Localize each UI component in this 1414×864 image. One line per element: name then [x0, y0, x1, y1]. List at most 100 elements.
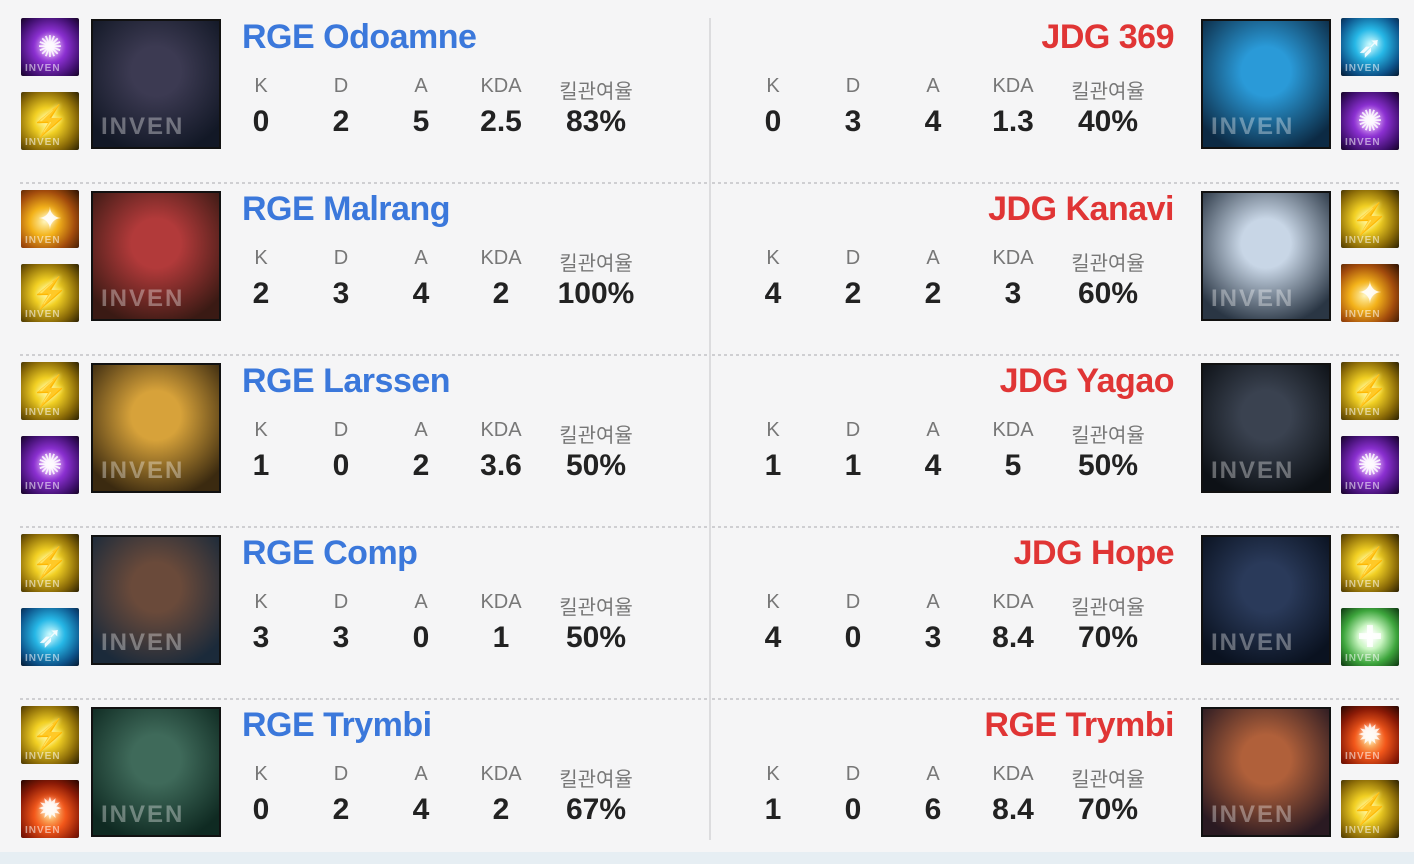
stat-value-k: 1 [252, 449, 270, 482]
champion-art [93, 709, 219, 835]
ignite-spell-icon: ✹ [21, 780, 79, 838]
stat-value-d: 3 [332, 277, 350, 310]
stat-label-kda: KDA [480, 419, 522, 441]
stat-label-a: A [414, 763, 428, 785]
stat-label-kp: 킬관여율 [1071, 253, 1145, 275]
stat-label-a: A [414, 75, 428, 97]
champion-art [93, 365, 219, 491]
teleport-glyph: ✺ [37, 448, 63, 482]
stat-label-d: D [845, 75, 861, 97]
stat-value-a: 4 [924, 105, 942, 138]
champion-portrait [1201, 191, 1331, 321]
player-name: RGE Comp [242, 534, 418, 572]
heal-glyph: ✚ [1357, 620, 1383, 654]
stat-value-k: 0 [252, 105, 270, 138]
stat-label-kda: KDA [992, 419, 1034, 441]
stat-value-kp: 70% [1077, 621, 1139, 654]
stat-label-a: A [926, 763, 940, 785]
champion-portrait [91, 363, 221, 493]
teleport-spell-icon: ✺ [1341, 436, 1399, 494]
flash-glyph: ⚡ [31, 718, 69, 752]
flash-glyph: ⚡ [31, 104, 69, 138]
teleport-glyph: ✺ [1357, 448, 1383, 482]
stat-label-d: D [333, 247, 349, 269]
stat-label-kp: 킬관여율 [1071, 425, 1145, 447]
stat-value-kda: 3 [1004, 277, 1022, 310]
stat-value-a: 4 [924, 449, 942, 482]
stat-label-a: A [414, 419, 428, 441]
ghost-spell-icon: ➶ [21, 608, 79, 666]
stat-label-k: K [766, 419, 780, 441]
flash-glyph: ⚡ [1351, 546, 1389, 580]
stat-value-a: 4 [412, 277, 430, 310]
ghost-glyph: ➶ [37, 620, 63, 654]
stat-label-kp: 킬관여율 [1071, 769, 1145, 791]
row-separator [712, 182, 1402, 184]
champion-art [1203, 193, 1329, 319]
stat-label-k: K [254, 763, 268, 785]
flash-spell-icon: ⚡ [1341, 190, 1399, 248]
row-separator [712, 526, 1402, 528]
player-name: JDG Hope [1013, 534, 1175, 572]
stat-value-k: 2 [252, 277, 270, 310]
stat-value-kp: 50% [565, 621, 627, 654]
ghost-spell-icon: ➶ [1341, 18, 1399, 76]
row-separator [20, 354, 708, 356]
champion-art [93, 537, 219, 663]
smite-glyph: ✦ [37, 202, 63, 236]
player-name: JDG Kanavi [988, 190, 1174, 228]
stat-label-kp: 킬관여율 [1071, 597, 1145, 619]
flash-spell-icon: ⚡ [21, 264, 79, 322]
flash-glyph: ⚡ [31, 276, 69, 310]
stat-label-k: K [766, 75, 780, 97]
stat-value-kda: 2 [492, 277, 510, 310]
stat-label-k: K [766, 591, 780, 613]
champion-art [1203, 537, 1329, 663]
player-name: RGE Malrang [242, 190, 450, 228]
champion-portrait [1201, 363, 1331, 493]
stat-value-a: 3 [924, 621, 942, 654]
row-separator [20, 182, 708, 184]
stat-value-kda: 8.4 [992, 621, 1034, 654]
champion-art [1203, 21, 1329, 147]
stat-label-kp: 킬관여율 [559, 81, 633, 103]
stat-value-d: 2 [332, 105, 350, 138]
stat-label-d: D [333, 75, 349, 97]
row-separator [20, 526, 708, 528]
teleport-spell-icon: ✺ [21, 436, 79, 494]
stat-value-kda: 3.6 [480, 449, 522, 482]
stat-value-d: 0 [844, 621, 862, 654]
stat-value-kp: 70% [1077, 793, 1139, 826]
stat-label-a: A [926, 591, 940, 613]
bottom-strip [0, 852, 1414, 864]
stat-value-kp: 50% [1077, 449, 1139, 482]
stat-label-k: K [254, 75, 268, 97]
stat-label-a: A [414, 591, 428, 613]
smite-spell-icon: ✦ [21, 190, 79, 248]
flash-spell-icon: ⚡ [21, 92, 79, 150]
ignite-glyph: ✹ [1357, 718, 1383, 752]
stat-label-k: K [254, 591, 268, 613]
player-name: RGE Trymbi [984, 706, 1174, 744]
stat-label-kp: 킬관여율 [1071, 81, 1145, 103]
stat-value-d: 2 [332, 793, 350, 826]
smite-glyph: ✦ [1357, 276, 1383, 310]
champion-art [93, 21, 219, 147]
champion-portrait [1201, 707, 1331, 837]
stat-value-a: 0 [412, 621, 430, 654]
stat-value-kp: 50% [565, 449, 627, 482]
ghost-glyph: ➶ [1357, 30, 1383, 64]
stat-label-kda: KDA [992, 763, 1034, 785]
teleport-glyph: ✺ [37, 30, 63, 64]
champion-art [1203, 709, 1329, 835]
stat-label-kda: KDA [480, 763, 522, 785]
stat-value-a: 4 [412, 793, 430, 826]
player-name: JDG Yagao [999, 362, 1175, 400]
stat-value-d: 0 [844, 793, 862, 826]
stat-value-kda: 1.3 [992, 105, 1034, 138]
stat-label-kda: KDA [992, 591, 1034, 613]
stat-label-a: A [926, 419, 940, 441]
stat-label-kp: 킬관여율 [559, 253, 633, 275]
stat-value-d: 1 [844, 449, 862, 482]
stat-label-d: D [333, 763, 349, 785]
